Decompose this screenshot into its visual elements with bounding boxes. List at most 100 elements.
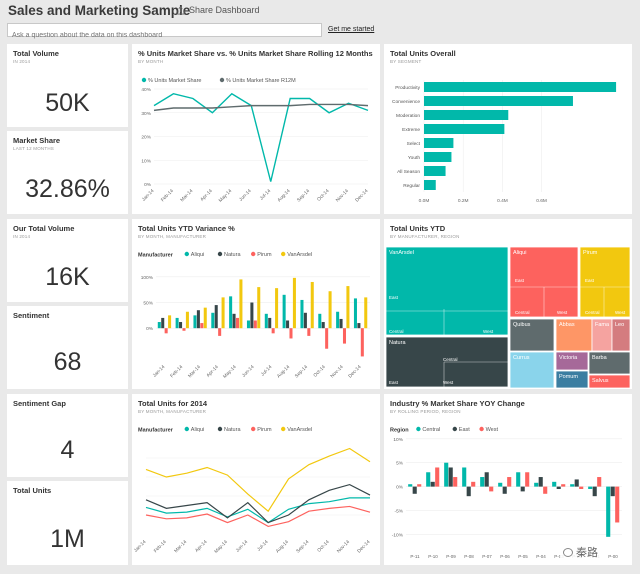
x-tick-label: P-07 [482, 554, 492, 559]
bar [435, 467, 440, 487]
x-tick-label: P-11 [410, 554, 420, 559]
qa-box[interactable] [7, 23, 322, 42]
x-tick-label: Aug-14 [276, 364, 291, 379]
tile-total-volume[interactable]: Total Volume IN 2014 50K [7, 44, 128, 127]
tile-title: Industry % Market Share YOY Change [390, 399, 525, 408]
tile-market-share-line[interactable]: % Units Market Share vs. % Units Market … [132, 44, 380, 214]
treemap-label: Salvus [592, 378, 609, 384]
x-tick-label: P-00 [608, 554, 618, 559]
x-tick-label: Dec-14 [354, 188, 369, 203]
x-tick-label: Mar-14 [179, 188, 194, 203]
treemap-label: Fama [595, 322, 610, 328]
treemap-tile [588, 351, 631, 375]
qa-input[interactable] [8, 29, 321, 42]
tile-sentiment-gap[interactable]: Sentiment Gap 4 [7, 394, 128, 477]
treemap-label: East [389, 380, 399, 385]
kpi-value: 1M [50, 525, 85, 553]
x-tick-label: May-14 [218, 188, 234, 204]
y-tick-label: Convenience [392, 99, 420, 105]
legend-dot [281, 426, 286, 432]
share-dashboard-button[interactable]: Share Dashboard [176, 5, 260, 15]
tile-our-total-volume[interactable]: Our Total Volume IN 2014 16K [7, 219, 128, 302]
bar [232, 313, 236, 329]
tile-title: % Units Market Share vs. % Units Market … [138, 49, 373, 58]
tile-ytd-variance[interactable]: Total Units YTD Variance % BY MONTH, MAN… [132, 219, 380, 389]
y-tick-label: 100% [141, 275, 154, 281]
legend-label: VanArsdel [287, 252, 312, 258]
x-tick-label: P-09 [446, 554, 456, 559]
bar [424, 166, 446, 176]
tile-industry-yoy[interactable]: Industry % Market Share YOY Change BY RO… [384, 394, 632, 565]
x-tick-label: Jan-14 [152, 364, 167, 379]
y-tick-label: Moderation [396, 113, 420, 119]
get-started-link[interactable]: Get me started [328, 26, 375, 33]
treemap-label: VanArsdel [389, 250, 414, 256]
bar [200, 323, 204, 329]
x-tick-label: Feb-14 [153, 539, 168, 554]
x-tick-label: Jun-14 [241, 364, 256, 379]
x-tick-label: Aug-14 [275, 539, 290, 554]
bar [303, 312, 307, 329]
legend-label: Aliqui [191, 252, 204, 258]
bar [321, 322, 325, 329]
bar [182, 328, 186, 331]
x-tick-label: Nov-14 [336, 539, 351, 554]
bar [579, 486, 584, 489]
legend-dot [217, 251, 223, 257]
bar [360, 328, 364, 357]
bar [424, 124, 505, 134]
bar [328, 291, 332, 329]
treemap-label: Central [515, 310, 530, 315]
bar [516, 472, 521, 487]
bar [196, 310, 200, 329]
dashboard-header: Sales and Marketing Sample Share Dashboa… [0, 0, 640, 44]
bar [157, 322, 161, 329]
tile-title: Total Units [13, 486, 52, 495]
x-tick-label: P-06 [500, 554, 510, 559]
bar [336, 311, 340, 329]
treemap-label: Quibus [513, 322, 531, 328]
bar [318, 313, 322, 329]
bar [161, 317, 165, 329]
tile-units-2014[interactable]: Total Units for 2014 BY MONTH, MANUFACTU… [132, 394, 380, 565]
legend-label: Pirum [257, 427, 272, 433]
tile-title: Our Total Volume [13, 224, 75, 233]
x-tick-label: Jul-14 [259, 188, 273, 202]
tile-sentiment[interactable]: Sentiment 68 [7, 306, 128, 389]
bar [448, 467, 453, 487]
treemap-tile [579, 246, 631, 318]
tile-total-units[interactable]: Total Units 1M [7, 481, 128, 565]
x-tick-label: Jan-14 [133, 539, 148, 554]
x-tick-label: Apr-14 [205, 364, 220, 379]
treemap-label: Natura [389, 340, 406, 346]
bar [185, 311, 189, 329]
series-line [145, 483, 371, 524]
x-tick-label: Sep-14 [294, 364, 309, 379]
bar [543, 486, 548, 494]
x-tick-label: 0.6M [536, 198, 547, 204]
bar [424, 138, 454, 148]
series-line [145, 497, 370, 524]
x-tick-label: Jun-14 [235, 539, 250, 554]
treemap-label: Victoria [559, 355, 578, 361]
y-tick-label: 20% [141, 135, 151, 141]
kpi-value: 50K [45, 89, 90, 117]
bar [246, 320, 250, 329]
y-tick-label: Youth [408, 155, 420, 161]
treemap-label: Central [443, 357, 458, 362]
tile-units-ytd[interactable]: Total Units YTD BY MANUFACTURER, REGION … [384, 219, 632, 389]
series-line [145, 447, 371, 513]
legend-dot [416, 426, 421, 432]
bar [257, 287, 261, 329]
y-tick-label: 0% [146, 326, 154, 332]
x-tick-label: Sep-14 [295, 539, 310, 554]
x-tick-label: Oct-14 [316, 188, 331, 203]
bar [606, 486, 611, 537]
units-overall-bar-chart: 0.0M 0.2M 0.4M 0.6M Productivity Convenience M… [392, 80, 617, 204]
legend-label: Central [422, 427, 440, 433]
bar [282, 294, 286, 329]
tile-units-overall[interactable]: Total Units Overall BY SEGMENT 0.0M 0.2M 0… [384, 44, 632, 214]
bar [218, 328, 222, 336]
tile-market-share[interactable]: Market Share LAST 12 MONTHS 32.86% [7, 131, 128, 214]
bar [525, 472, 530, 487]
